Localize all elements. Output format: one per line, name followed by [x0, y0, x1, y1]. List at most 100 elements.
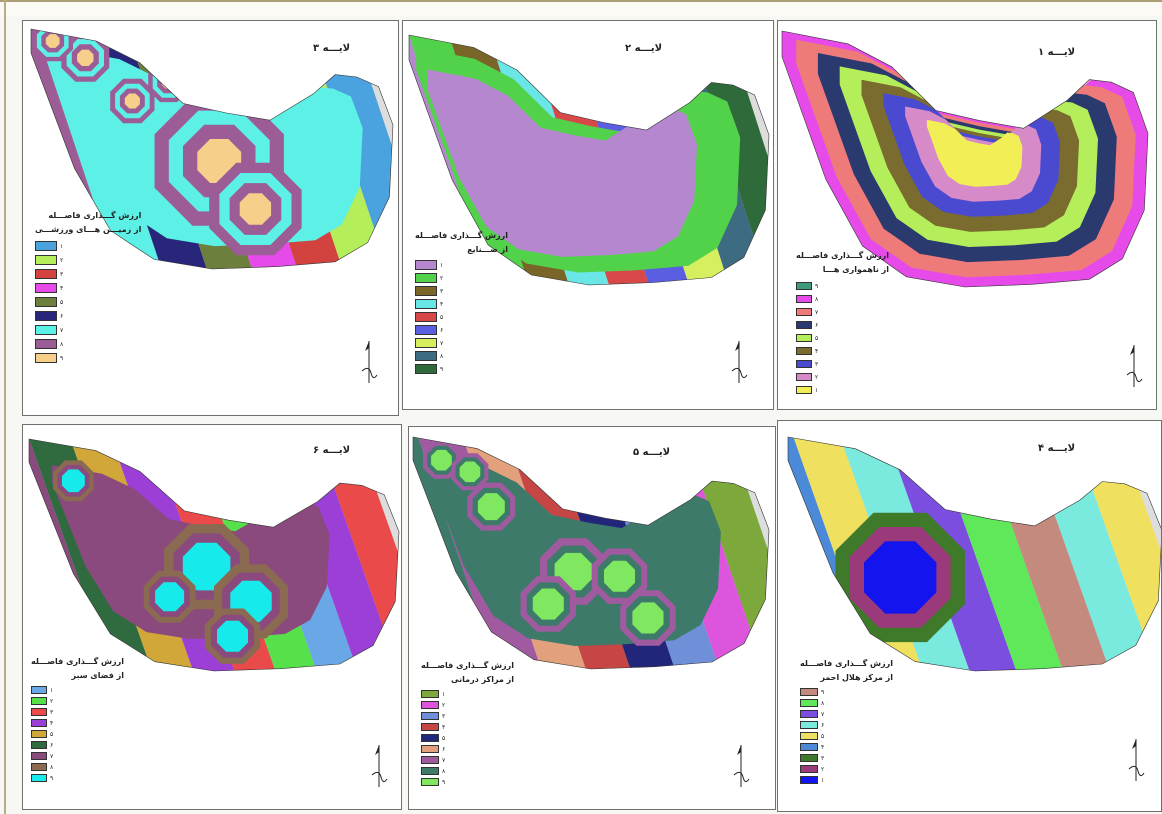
legend-label: ۸ — [50, 763, 54, 771]
legend: ارزش گـــذاری فاصـــله از زمیـــن هـــای… — [35, 209, 141, 363]
legend-item: ۹ — [35, 353, 141, 363]
legend-label: ۴ — [60, 284, 64, 292]
north-arrow-icon — [361, 341, 378, 383]
legend-item: ۵ — [800, 732, 893, 740]
panel-title: لایـــه ۲ — [625, 43, 663, 54]
buffer-zone — [161, 74, 176, 89]
legend-item: ۶ — [31, 741, 124, 749]
legend-swatch — [31, 719, 47, 727]
legend-label: ۹ — [442, 778, 446, 786]
legend-item: ۵ — [31, 730, 124, 738]
legend-swatch — [421, 745, 439, 753]
legend-item: ۶ — [35, 311, 141, 321]
legend-swatch — [421, 734, 439, 742]
buffer-zone — [124, 93, 140, 109]
legend-item: ۵ — [796, 334, 889, 342]
legend-label: ۸ — [442, 767, 446, 775]
legend-item: ۷ — [421, 756, 514, 764]
legend-label: ۲ — [821, 765, 825, 773]
legend-label: ۱ — [442, 690, 446, 698]
legend-item: ۸ — [31, 763, 124, 771]
legend-item: ۸ — [35, 339, 141, 349]
legend-item: ۲ — [421, 701, 514, 709]
panel-layer-5: لایـــه ۵ ارزش گـــذاری فاصـــله از مراک… — [408, 426, 776, 810]
legend-title: ارزش گـــذاری فاصـــله — [48, 211, 142, 220]
legend-label: ۶ — [50, 741, 54, 749]
north-arrow-icon — [371, 745, 388, 787]
legend-label: ۶ — [60, 312, 64, 320]
legend-swatch — [800, 765, 818, 773]
buffer-zone — [604, 560, 635, 592]
legend-label: ۵ — [821, 732, 825, 740]
legend-item: ۵ — [415, 312, 508, 322]
legend-item: ۷ — [31, 752, 124, 760]
legend-swatch — [421, 690, 439, 698]
north-arrow-icon — [733, 745, 750, 787]
legend-swatch — [35, 353, 57, 363]
legend-label: ۴ — [440, 300, 444, 308]
legend-swatch — [796, 334, 812, 342]
legend-label: ۹ — [440, 365, 444, 373]
map-layer-4 — [787, 436, 1161, 672]
legend-label: ۳ — [821, 754, 825, 762]
legend-label: ۱ — [815, 386, 819, 394]
buffer-zone — [182, 542, 231, 591]
legend-item: ۴ — [421, 723, 514, 731]
panel-layer-3: لایـــه ۳ ارزش گـــذاری فاصـــله از زمیـ… — [22, 20, 399, 416]
legend-swatch — [796, 360, 812, 368]
legend-swatch — [796, 347, 812, 355]
legend-item: ۱ — [31, 686, 124, 694]
legend-item: ۸ — [421, 767, 514, 775]
legend-swatch — [35, 325, 57, 335]
legend-swatch — [800, 699, 818, 707]
legend-title: ارزش گـــذاری فاصـــله — [796, 251, 890, 260]
legend-label: ۷ — [50, 752, 54, 760]
legend-swatch — [415, 312, 437, 322]
legend-label: ۲ — [442, 701, 446, 709]
legend-label: ۳ — [442, 712, 446, 720]
legend-item: ۲ — [415, 273, 508, 283]
legend-swatch — [415, 351, 437, 361]
legend-swatch — [35, 269, 57, 279]
buffer-zone — [77, 49, 94, 66]
legend-label: ۶ — [440, 326, 444, 334]
legend-swatch — [800, 721, 818, 729]
legend-item: ۱ — [35, 241, 141, 251]
buffer-zone — [239, 193, 272, 225]
legend-label: ۲ — [50, 697, 54, 705]
legend-swatch — [31, 741, 47, 749]
map-layer-3 — [30, 28, 394, 270]
legend-item: ۷ — [796, 308, 889, 316]
legend-items: ۱ ۲ ۳ ۴ ۵ ۶ ۷ ۸ ۹ — [415, 260, 508, 374]
legend-label: ۱ — [821, 776, 825, 784]
legend: ارزش گـــذاری فاصـــله از صـــنایع ۱ ۲ ۳ ۴ ۵… — [415, 229, 508, 374]
legend-title: ارزش گـــذاری فاصـــله — [800, 659, 894, 668]
legend-label: ۵ — [442, 734, 446, 742]
legend-item: ۳ — [421, 712, 514, 720]
legend-swatch — [31, 686, 47, 694]
legend-swatch — [421, 767, 439, 775]
legend: ارزش گـــذاری فاصـــله از مرکز هلال احمر… — [800, 657, 893, 784]
legend-items: ۹ ۸ ۷ ۶ ۵ ۴ ۳ ۲ ۱ — [796, 282, 889, 394]
legend-swatch — [415, 273, 437, 283]
legend-swatch — [796, 308, 812, 316]
legend-swatch — [35, 241, 57, 251]
buffer-zone — [566, 180, 626, 240]
legend-label: ۶ — [821, 721, 825, 729]
legend-item: ۲ — [800, 765, 893, 773]
north-arrow-icon — [731, 341, 748, 383]
panel-layer-1: لایـــه ۱ ارزش گـــذاری فاصـــله از ناهم… — [777, 20, 1157, 410]
legend-item: ۳ — [796, 360, 889, 368]
legend-label: ۱ — [50, 686, 54, 694]
legend-swatch — [415, 260, 437, 270]
legend-swatch — [31, 752, 47, 760]
legend-swatch — [35, 297, 57, 307]
buffer-zone — [632, 602, 664, 634]
legend-item: ۴ — [35, 283, 141, 293]
legend-subtitle: از ناهمواری هـــا — [822, 265, 890, 274]
legend-label: ۹ — [50, 774, 54, 782]
legend-label: ۷ — [60, 326, 64, 334]
legend-swatch — [415, 364, 437, 374]
buffer-zone — [217, 620, 248, 652]
